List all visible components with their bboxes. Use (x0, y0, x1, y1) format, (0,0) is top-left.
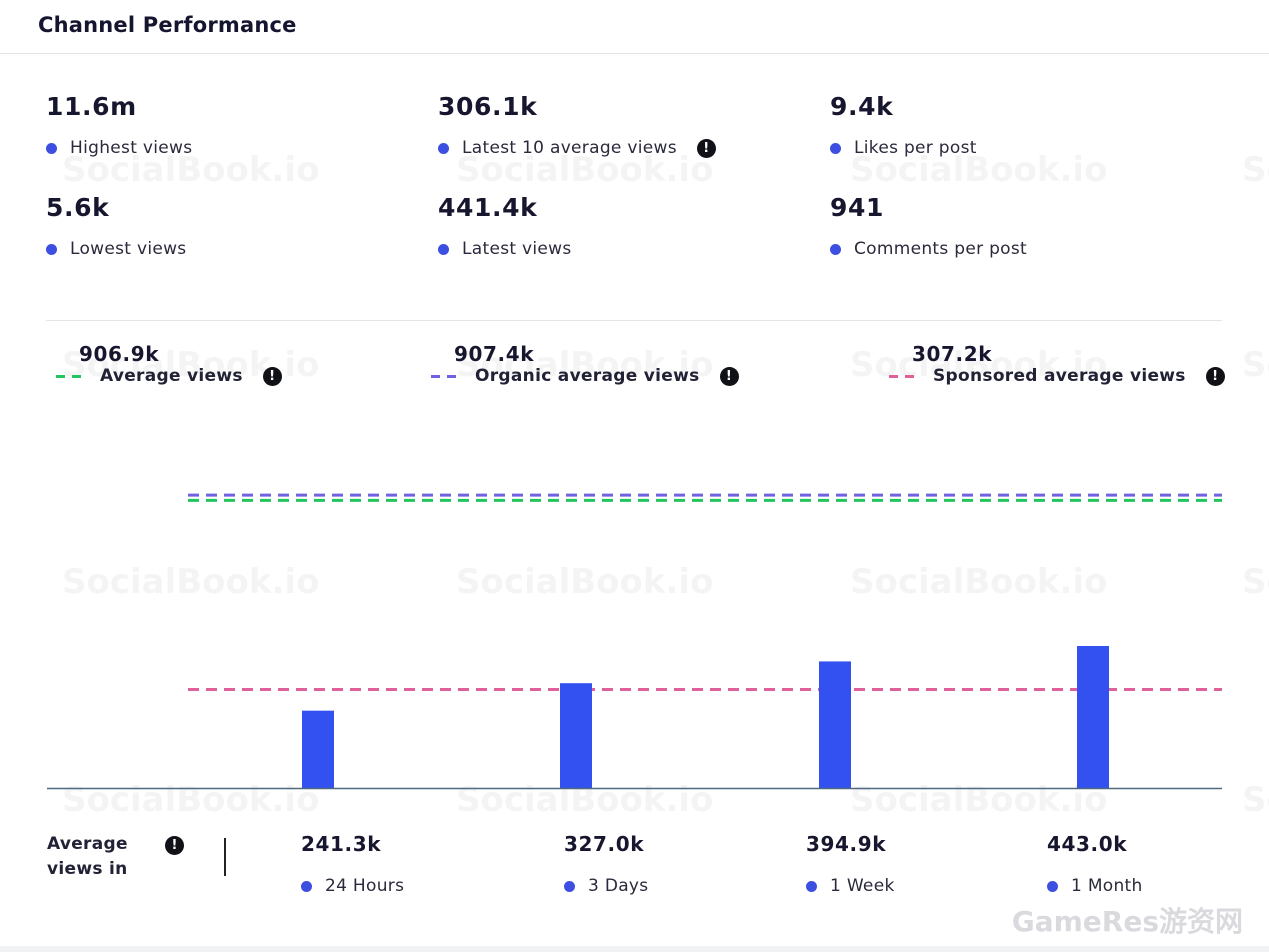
stat-value: 11.6m (46, 92, 137, 121)
stat-latest-10-average-views: 306.1k Latest 10 average views ! (438, 92, 716, 158)
bullet-dot (301, 880, 312, 892)
legend-label-text: Organic average views (475, 366, 700, 386)
bullet-dot (438, 243, 449, 255)
stat-label-text: Comments per post (854, 239, 1028, 259)
period-1-week: 394.9k 1 Week (806, 832, 894, 896)
stat-lowest-views: 5.6k Lowest views (46, 193, 186, 259)
stat-highest-views: 11.6m Highest views (46, 92, 192, 158)
info-icon[interactable]: ! (696, 138, 716, 158)
stat-latest-views: 441.4k Latest views (438, 193, 571, 259)
corner-watermark: GameRes游资网 (1011, 905, 1243, 938)
bullet-dot (830, 142, 841, 154)
legend-value: 307.2k (912, 342, 993, 366)
legend-label: Sponsored average views ! (889, 366, 1225, 386)
stat-comments-per-post: 941 Comments per post (830, 193, 1027, 259)
stat-value: 441.4k (438, 193, 538, 222)
stat-label-text: Latest views (462, 239, 572, 259)
info-icon[interactable]: ! (262, 366, 282, 386)
legend-label: Organic average views ! (431, 366, 739, 386)
card-header: Channel Performance (0, 0, 1269, 54)
bullet-dot (1047, 880, 1058, 892)
info-icon[interactable]: ! (165, 836, 184, 855)
bar-3-days[interactable] (560, 683, 592, 788)
vertical-separator (224, 838, 226, 876)
stat-value: 9.4k (830, 92, 894, 121)
stat-label-text: Lowest views (70, 239, 187, 259)
bullet-dot (564, 880, 575, 892)
legend-value: 906.9k (79, 342, 160, 366)
legend-value: 907.4k (454, 342, 535, 366)
period-label: 1 Month (1047, 876, 1143, 896)
bullet-dot (806, 880, 817, 892)
bullet-dot (46, 142, 57, 154)
bar-1-month[interactable] (1077, 646, 1109, 788)
period-value: 394.9k (806, 832, 887, 856)
legend-organic-average-views: 907.4k Organic average views ! (431, 342, 739, 386)
stat-label-text: Likes per post (854, 138, 977, 158)
period-label-text: 1 Month (1071, 876, 1143, 896)
period-label: 1 Week (806, 876, 895, 896)
period-section-title: Average views in (47, 832, 147, 882)
bullet-dot (46, 243, 57, 255)
period-label-text: 1 Week (830, 876, 895, 896)
stat-likes-per-post: 9.4k Likes per post (830, 92, 976, 158)
legend-average-views: 906.9k Average views ! (56, 342, 282, 386)
stat-label: Comments per post (830, 239, 1027, 259)
stat-label: Latest 10 average views ! (438, 138, 716, 158)
period-label-text: 24 Hours (325, 876, 405, 896)
stat-label: Lowest views (46, 239, 186, 259)
period-info: ! (165, 834, 184, 855)
watermark: SocialBook.io (1242, 345, 1269, 385)
section-divider (46, 320, 1222, 321)
info-icon[interactable]: ! (719, 366, 739, 386)
period-value: 327.0k (564, 832, 645, 856)
dashed-line-swatch (431, 374, 463, 378)
legend-label: Average views ! (56, 366, 282, 386)
period-3-days: 327.0k 3 Days (564, 832, 648, 896)
stat-value: 5.6k (46, 193, 110, 222)
period-value: 443.0k (1047, 832, 1128, 856)
stat-label-text: Highest views (70, 138, 193, 158)
stat-value: 941 (830, 193, 884, 222)
bullet-dot (438, 142, 449, 154)
average-views-bar-chart (47, 493, 1222, 790)
stat-label: Highest views (46, 138, 192, 158)
period-label: 24 Hours (301, 876, 404, 896)
stat-label-text: Latest 10 average views (462, 138, 677, 158)
stat-label: Latest views (438, 239, 572, 259)
dashed-line-swatch (56, 374, 88, 378)
stat-label: Likes per post (830, 138, 977, 158)
legend-sponsored-average-views: 307.2k Sponsored average views ! (889, 342, 1225, 386)
bar-24-hours[interactable] (302, 710, 334, 788)
bar-1-week[interactable] (819, 661, 851, 788)
period-label: 3 Days (564, 876, 648, 896)
period-label-text: 3 Days (588, 876, 649, 896)
legend-label-text: Average views (100, 366, 243, 386)
stat-value: 306.1k (438, 92, 538, 121)
period-1-month: 443.0k 1 Month (1047, 832, 1142, 896)
info-icon[interactable]: ! (1205, 366, 1225, 386)
card-title: Channel Performance (38, 13, 297, 37)
watermark: SocialBook.io (1242, 150, 1269, 190)
legend-label-text: Sponsored average views (933, 366, 1186, 386)
bullet-dot (830, 243, 841, 255)
period-section-title-text: Average views in (47, 834, 128, 879)
period-value: 241.3k (301, 832, 382, 856)
dashed-line-swatch (889, 374, 921, 378)
period-24-hours: 241.3k 24 Hours (301, 832, 404, 896)
